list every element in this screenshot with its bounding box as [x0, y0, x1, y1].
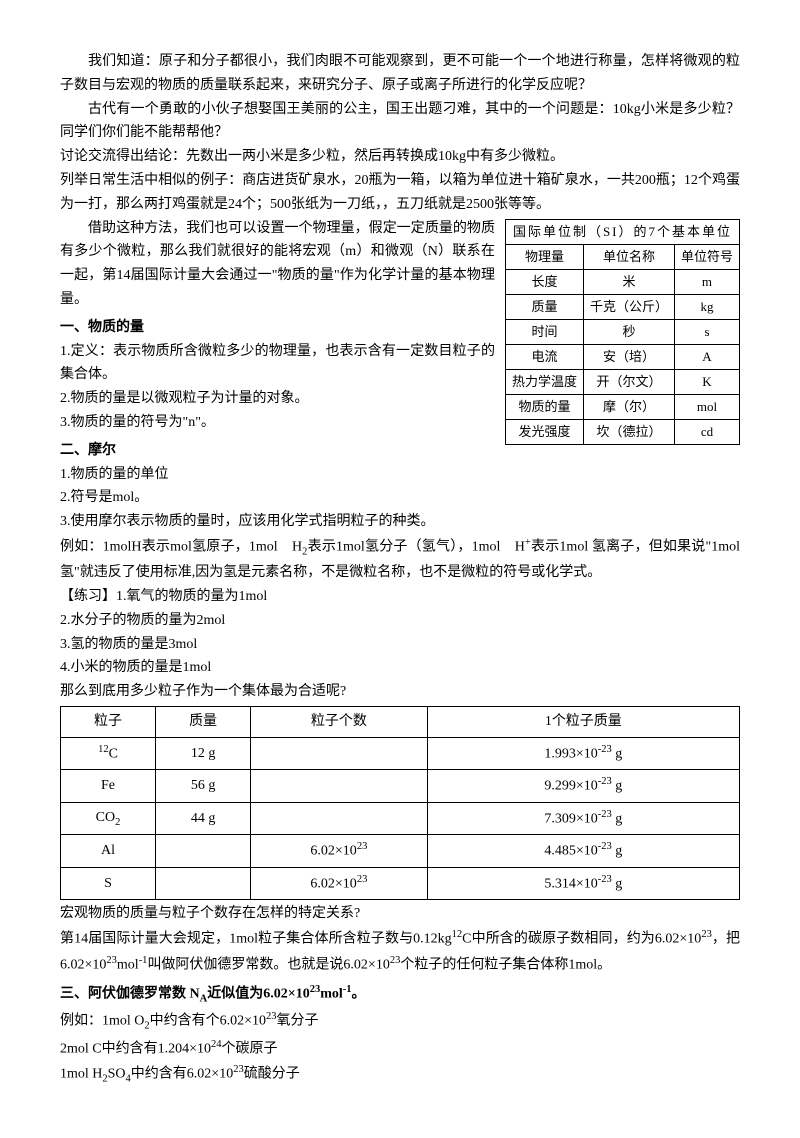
pt-h4: 1个粒子质量: [427, 707, 739, 738]
si-cell: 长度: [505, 269, 583, 294]
si-row: 质量千克（公斤）kg: [505, 294, 739, 319]
pt-count: 6.02×1023: [251, 835, 428, 867]
pt-single: 7.309×10-23 g: [427, 802, 739, 835]
si-cell: s: [674, 319, 739, 344]
s3-ex2: 2mol C中约含有1.204×1024个碳原子: [60, 1036, 740, 1061]
pt-particle: S: [61, 867, 156, 899]
pt-count: [251, 802, 428, 835]
practice-4: 4.小米的物质的量是1mol: [60, 656, 740, 680]
practice-3: 3.氢的物质的量是3mol: [60, 633, 740, 657]
pt-row: CO244 g 7.309×10-23 g: [61, 802, 740, 835]
si-row: 发光强度坎（德拉）cd: [505, 420, 739, 445]
s3-ex3: 1mol H2SO4中约含有6.02×1023硫酸分子: [60, 1061, 740, 1088]
si-cell: kg: [674, 294, 739, 319]
pt-mass: [156, 835, 251, 867]
pt-count: [251, 737, 428, 769]
pt-particle: Fe: [61, 770, 156, 802]
si-units-table: 国际单位制（SI）的7个基本单位 物理量 单位名称 单位符号 长度米m质量千克（…: [505, 219, 740, 446]
si-cell: 发光强度: [505, 420, 583, 445]
si-cell: mol: [674, 395, 739, 420]
pt-h1: 粒子: [61, 707, 156, 738]
si-row: 时间秒s: [505, 319, 739, 344]
practice-1: 【练习】1.氧气的物质的量为1mol: [60, 585, 740, 609]
pt-particle: Al: [61, 835, 156, 867]
si-header-row: 物理量 单位名称 单位符号: [505, 244, 739, 269]
si-cell: 安（培）: [583, 345, 674, 370]
si-cell: K: [674, 370, 739, 395]
intro-p2: 古代有一个勇敢的小伙子想娶国王美丽的公主，国王出题刁难，其中的一个问题是：10k…: [60, 98, 740, 146]
s2-l2: 2.符号是mol。: [60, 486, 740, 510]
si-caption: 国际单位制（SI）的7个基本单位: [505, 219, 739, 244]
si-cell: m: [674, 269, 739, 294]
si-cell: 质量: [505, 294, 583, 319]
pt-particle: 12C: [61, 737, 156, 769]
s2-example: 例如：1molH表示mol氢原子，1mol H2表示1mol氢分子（氢气），1m…: [60, 534, 740, 585]
definition-paragraph: 第14届国际计量大会规定，1mol粒子集合体所含粒子数与0.12kg12C中所含…: [60, 926, 740, 977]
si-cell: 米: [583, 269, 674, 294]
pt-header-row: 粒子 质量 粒子个数 1个粒子质量: [61, 707, 740, 738]
pt-count: 6.02×1023: [251, 867, 428, 899]
pt-particle: CO2: [61, 802, 156, 835]
pt-mass: 44 g: [156, 802, 251, 835]
si-cell: 热力学温度: [505, 370, 583, 395]
s2-l3: 3.使用摩尔表示物质的量时，应该用化学式指明粒子的种类。: [60, 510, 740, 534]
si-cell: 坎（德拉）: [583, 420, 674, 445]
pt-mass: 12 g: [156, 737, 251, 769]
si-cell: 摩（尔）: [583, 395, 674, 420]
si-cell: 开（尔文）: [583, 370, 674, 395]
particle-table: 粒子 质量 粒子个数 1个粒子质量 12C12 g1.993×10-23 gFe…: [60, 706, 740, 900]
si-row: 长度米m: [505, 269, 739, 294]
si-row: 物质的量摩（尔）mol: [505, 395, 739, 420]
intro-p4: 列举日常生活中相似的例子：商店进货矿泉水，20瓶为一箱，以箱为单位进十箱矿泉水，…: [60, 169, 740, 217]
si-cell: A: [674, 345, 739, 370]
si-cell: 千克（公斤）: [583, 294, 674, 319]
pt-mass: [156, 867, 251, 899]
pt-single: 4.485×10-23 g: [427, 835, 739, 867]
pt-single: 1.993×10-23 g: [427, 737, 739, 769]
si-row: 电流安（培）A: [505, 345, 739, 370]
pt-mass: 56 g: [156, 770, 251, 802]
si-cell: 物质的量: [505, 395, 583, 420]
pt-count: [251, 770, 428, 802]
si-h2: 单位名称: [583, 244, 674, 269]
si-cell: 时间: [505, 319, 583, 344]
intro-p3: 讨论交流得出结论：先数出一两小米是多少粒，然后再转换成10kg中有多少微粒。: [60, 145, 740, 169]
pt-row: Fe56 g 9.299×10-23 g: [61, 770, 740, 802]
si-cell: 电流: [505, 345, 583, 370]
practice-2: 2.水分子的物质的量为2mol: [60, 609, 740, 633]
pt-row: S 6.02×10235.314×10-23 g: [61, 867, 740, 899]
pt-single: 5.314×10-23 g: [427, 867, 739, 899]
pt-row: 12C12 g 1.993×10-23 g: [61, 737, 740, 769]
si-row: 热力学温度开（尔文）K: [505, 370, 739, 395]
pt-row: Al 6.02×10234.485×10-23 g: [61, 835, 740, 867]
question-1: 那么到底用多少粒子作为一个集体最为合适呢?: [60, 680, 740, 704]
question-2: 宏观物质的质量与粒子个数存在怎样的特定关系?: [60, 902, 740, 926]
si-cell: 秒: [583, 319, 674, 344]
section3-title: 三、阿伏伽德罗常数 NA近似值为6.02×1023mol-1。: [60, 981, 740, 1008]
si-cell: cd: [674, 420, 739, 445]
pt-single: 9.299×10-23 g: [427, 770, 739, 802]
s2-l1: 1.物质的量的单位: [60, 463, 740, 487]
si-h1: 物理量: [505, 244, 583, 269]
pt-h3: 粒子个数: [251, 707, 428, 738]
si-h3: 单位符号: [674, 244, 739, 269]
intro-p1: 我们知道：原子和分子都很小，我们肉眼不可能观察到，更不可能一个一个地进行称量，怎…: [60, 50, 740, 98]
s3-ex1: 例如：1mol O2中约含有个6.02×1023氧分子: [60, 1008, 740, 1035]
pt-h2: 质量: [156, 707, 251, 738]
